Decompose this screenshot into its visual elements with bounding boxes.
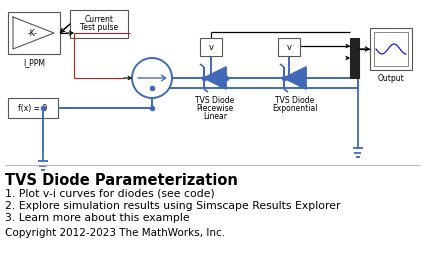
Text: TVS Diode: TVS Diode xyxy=(196,96,235,105)
Text: v: v xyxy=(209,42,213,52)
Text: Copyright 2012-2023 The MathWorks, Inc.: Copyright 2012-2023 The MathWorks, Inc. xyxy=(5,228,225,238)
Text: TVS Diode: TVS Diode xyxy=(275,96,314,105)
Text: f(x) = 0: f(x) = 0 xyxy=(18,104,48,113)
Bar xyxy=(70,10,128,38)
Bar xyxy=(370,28,412,70)
Bar xyxy=(200,38,222,56)
Text: 1. Plot v-i curves for diodes (see code): 1. Plot v-i curves for diodes (see code) xyxy=(5,189,215,199)
Text: Test pulse: Test pulse xyxy=(80,24,118,33)
Text: Linear: Linear xyxy=(203,112,227,121)
Bar xyxy=(8,12,60,54)
Polygon shape xyxy=(204,67,226,89)
Polygon shape xyxy=(284,67,306,89)
Text: 2. Explore simulation results using Simscape Results Explorer: 2. Explore simulation results using Sims… xyxy=(5,201,340,211)
Text: TVS Diode Parameterization: TVS Diode Parameterization xyxy=(5,173,238,188)
Text: -K-: -K- xyxy=(28,28,38,38)
Text: Piecewise: Piecewise xyxy=(196,104,234,113)
Circle shape xyxy=(132,58,172,98)
Text: Output: Output xyxy=(378,74,404,83)
Text: Exponential: Exponential xyxy=(272,104,318,113)
Polygon shape xyxy=(13,17,54,49)
Text: v: v xyxy=(286,42,292,52)
Bar xyxy=(350,38,359,78)
Text: I_PPM: I_PPM xyxy=(23,58,45,67)
Text: Current: Current xyxy=(85,16,113,24)
Bar xyxy=(8,98,58,118)
Bar xyxy=(278,38,300,56)
Text: 3. Learn more about this example: 3. Learn more about this example xyxy=(5,213,190,223)
Bar xyxy=(374,32,408,66)
